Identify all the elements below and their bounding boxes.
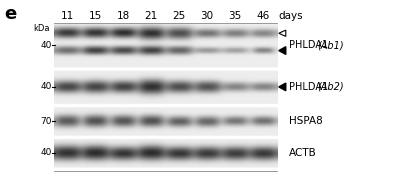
- Polygon shape: [279, 47, 286, 54]
- Text: 40: 40: [40, 82, 52, 91]
- Text: ACTB: ACTB: [289, 148, 317, 158]
- Text: HSPA8: HSPA8: [289, 116, 323, 126]
- Text: 30: 30: [200, 11, 214, 21]
- Text: 35: 35: [228, 11, 242, 21]
- Polygon shape: [279, 83, 286, 91]
- Text: kDa: kDa: [33, 24, 50, 33]
- Text: 21: 21: [145, 11, 158, 21]
- Text: 11: 11: [61, 11, 74, 21]
- Text: 15: 15: [89, 11, 102, 21]
- Text: 40: 40: [40, 148, 52, 157]
- Text: 70: 70: [40, 117, 52, 125]
- Text: e: e: [4, 5, 17, 23]
- Text: 18: 18: [117, 11, 130, 21]
- Polygon shape: [279, 30, 286, 36]
- Text: PHLDA1: PHLDA1: [289, 40, 328, 50]
- Text: 46: 46: [256, 11, 269, 21]
- Text: (Ab2): (Ab2): [318, 82, 344, 92]
- Text: 25: 25: [173, 11, 186, 21]
- Text: 40: 40: [40, 41, 52, 50]
- Text: (Ab1): (Ab1): [318, 40, 344, 50]
- Text: PHLDA1: PHLDA1: [289, 82, 328, 92]
- Text: days: days: [279, 11, 304, 21]
